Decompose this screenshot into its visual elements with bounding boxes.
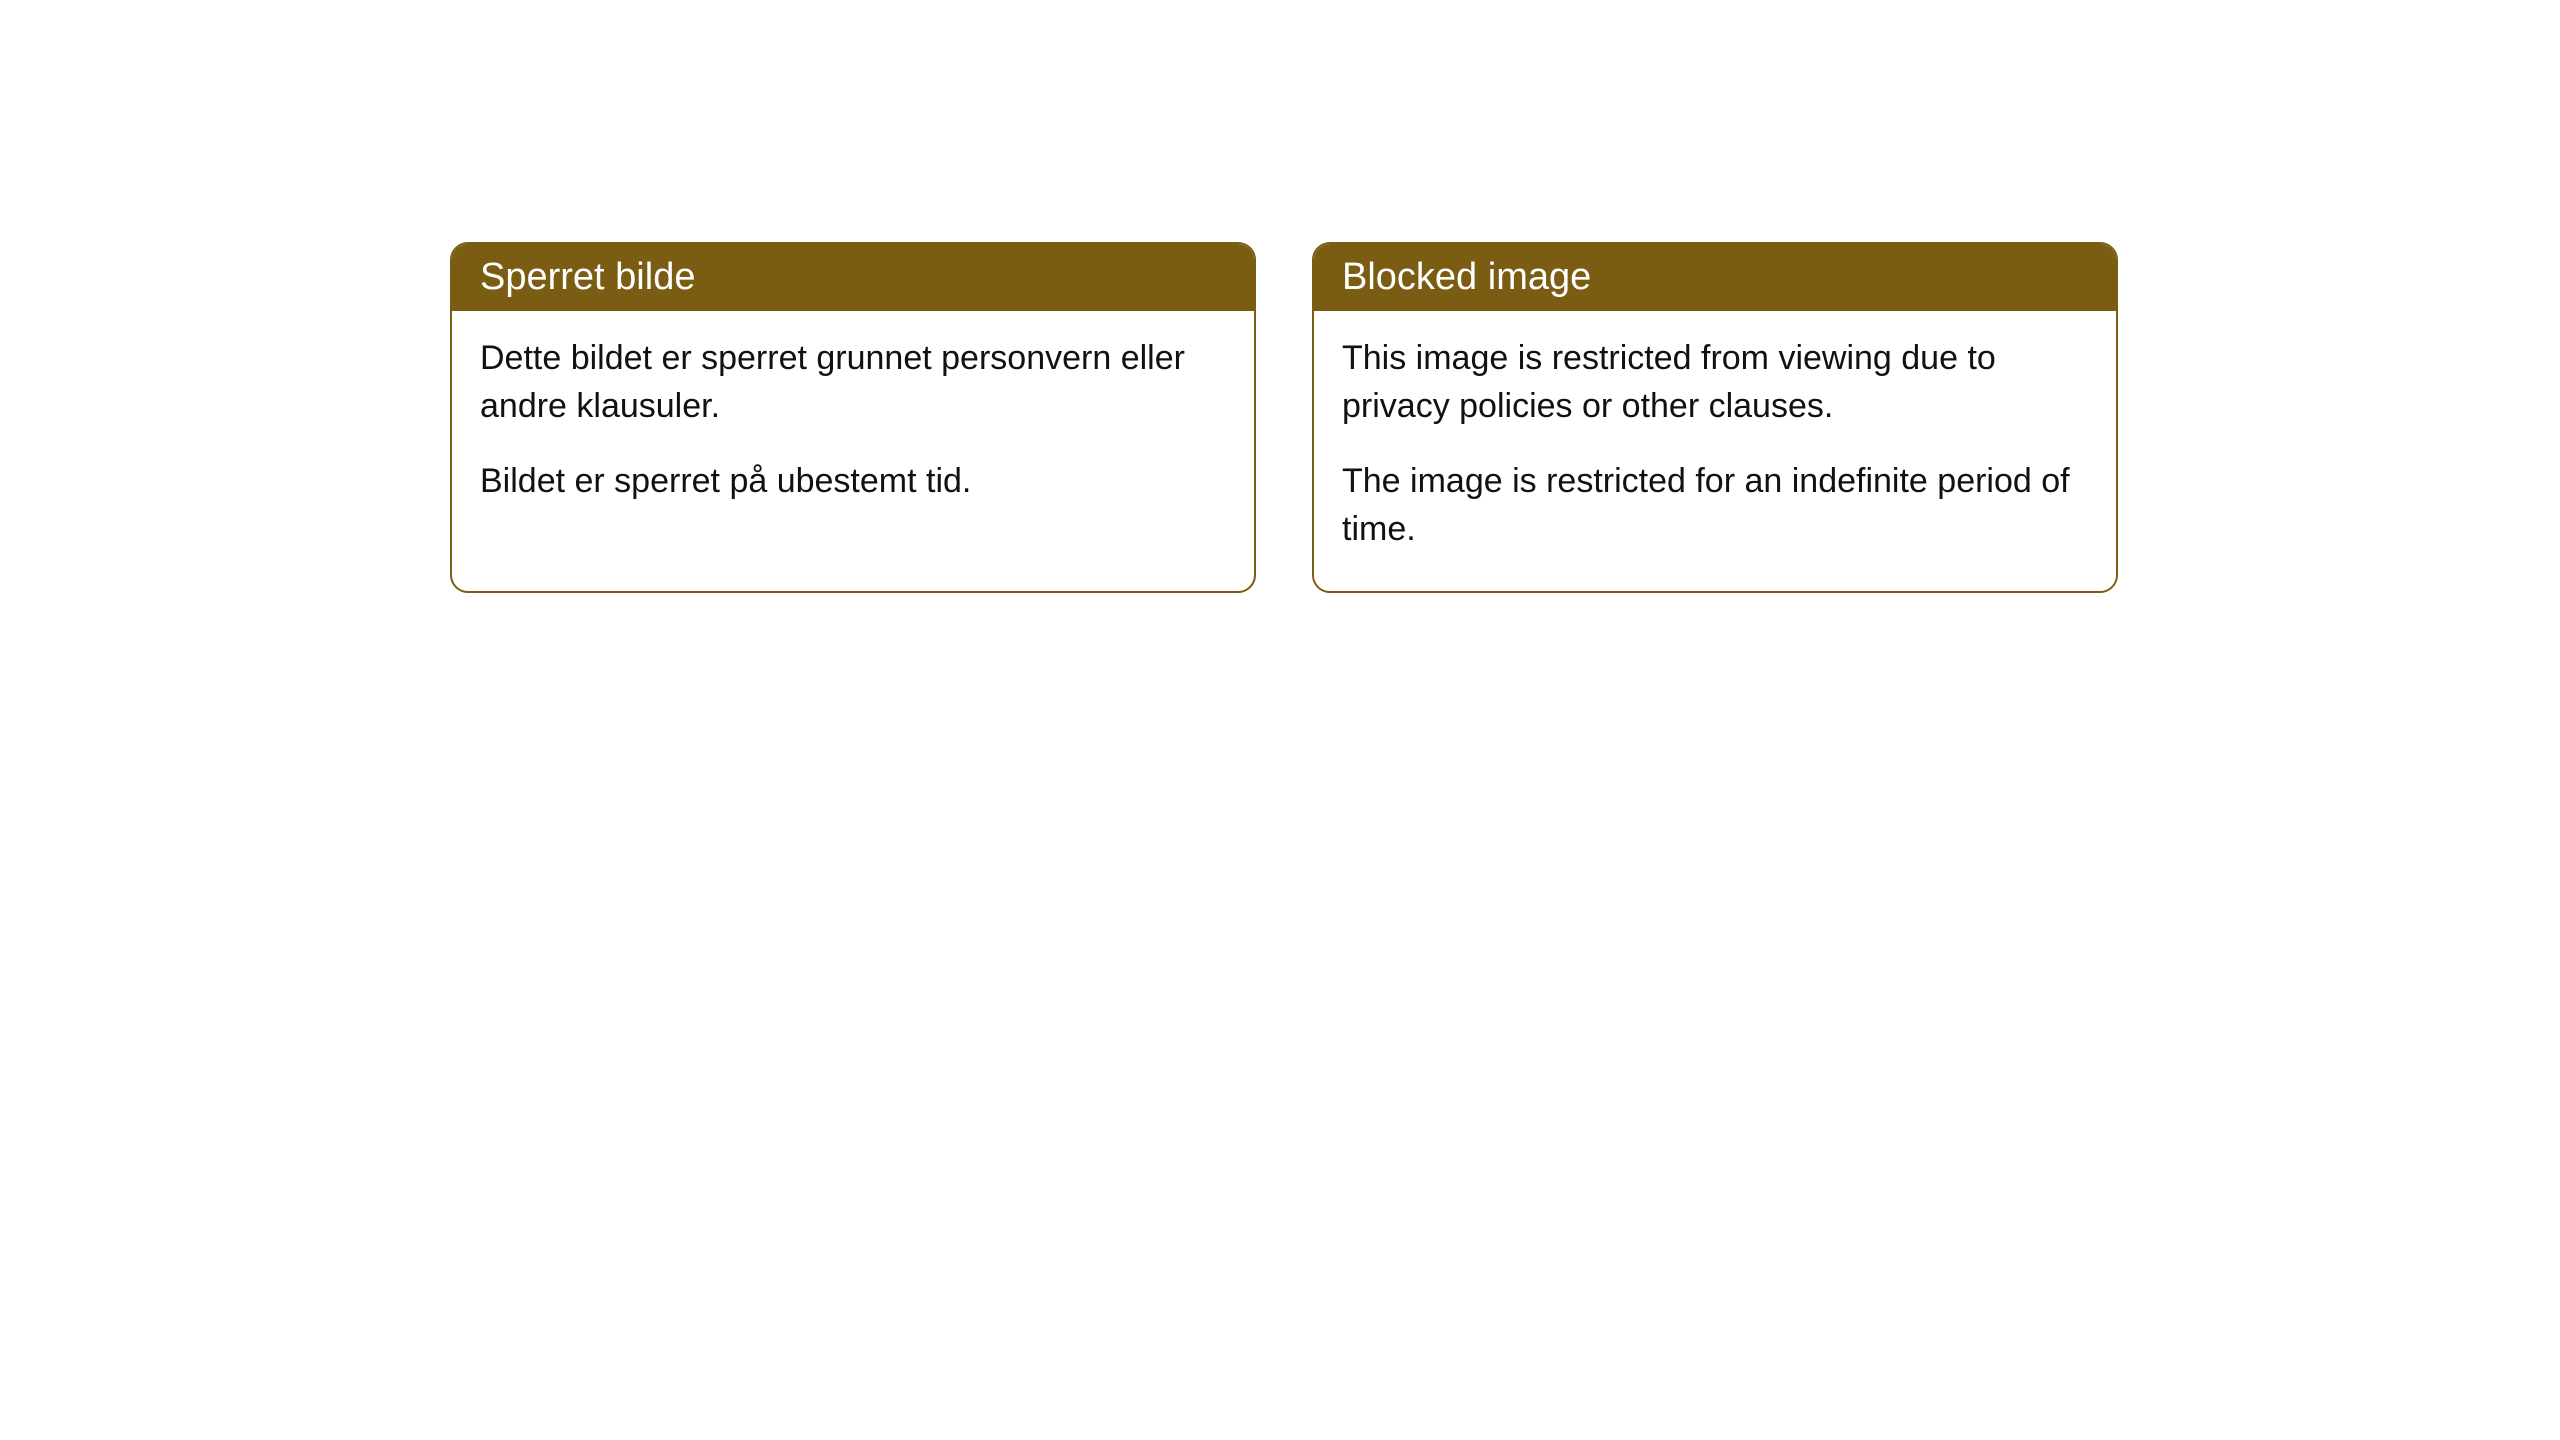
card-paragraph: Bildet er sperret på ubestemt tid. (480, 458, 1226, 506)
card-paragraph: Dette bildet er sperret grunnet personve… (480, 335, 1226, 430)
card-title: Sperret bilde (480, 256, 695, 298)
card-body: Dette bildet er sperret grunnet personve… (452, 311, 1254, 544)
card-paragraph: The image is restricted for an indefinit… (1342, 458, 2088, 553)
card-paragraph: This image is restricted from viewing du… (1342, 335, 2088, 430)
card-english: Blocked image This image is restricted f… (1312, 242, 2118, 593)
card-header: Blocked image (1314, 244, 2116, 311)
card-body: This image is restricted from viewing du… (1314, 311, 2116, 591)
card-norwegian: Sperret bilde Dette bildet er sperret gr… (450, 242, 1256, 593)
cards-container: Sperret bilde Dette bildet er sperret gr… (450, 242, 2118, 593)
card-title: Blocked image (1342, 256, 1591, 298)
card-header: Sperret bilde (452, 244, 1254, 311)
